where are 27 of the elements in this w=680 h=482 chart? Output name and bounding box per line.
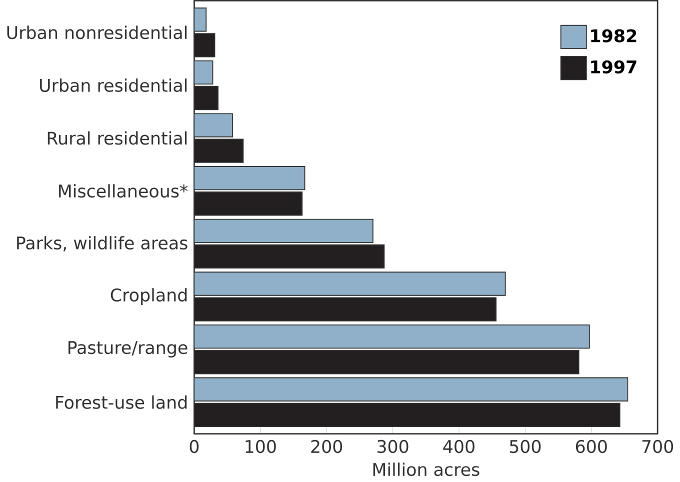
x-tick-label: 100 xyxy=(246,440,276,454)
y-tick-label: Rural residential xyxy=(48,131,187,145)
y-tick-label: Urban nonresidential xyxy=(7,26,187,40)
bar xyxy=(194,192,303,216)
y-tick-label: Forest-use land xyxy=(56,395,187,409)
bar xyxy=(194,402,620,428)
x-axis-title: Million acres xyxy=(373,462,480,476)
legend-label: 1997 xyxy=(591,60,636,74)
bar xyxy=(194,297,497,322)
x-tick-label: 600 xyxy=(576,440,607,454)
x-tick-label: 300 xyxy=(377,440,408,454)
y-tick-label: Miscellaneous* xyxy=(59,184,188,198)
bar xyxy=(194,33,216,58)
y-tick-label: Cropland xyxy=(110,288,187,306)
bar xyxy=(194,138,244,163)
y-tick-label: Pasture/range xyxy=(68,341,188,358)
bar xyxy=(194,86,219,110)
y-tick-label: Urban residential xyxy=(40,78,187,92)
x-tick-label: 500 xyxy=(510,440,541,454)
bar xyxy=(194,244,385,269)
legend-label: 1982 xyxy=(591,29,636,42)
x-tick-label: 400 xyxy=(443,440,474,454)
x-tick-label: 0 xyxy=(190,440,199,454)
bar xyxy=(194,350,580,374)
x-tick-label: 200 xyxy=(311,440,342,454)
y-tick-label: Parks, wildlife areas xyxy=(17,236,188,252)
x-tick-label: 700 xyxy=(642,440,674,454)
